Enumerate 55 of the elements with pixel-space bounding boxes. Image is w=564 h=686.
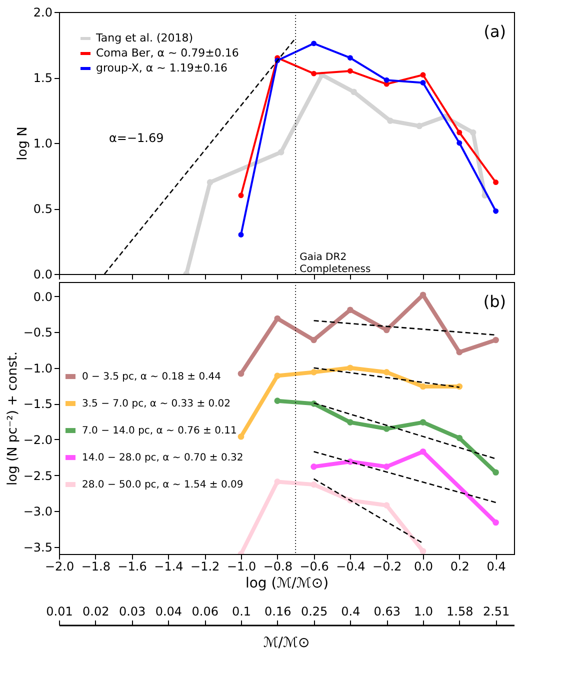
y-tick-label: −1.0 (23, 361, 52, 376)
x-tick-label: −1.2 (190, 560, 220, 574)
legend-label: 7.0 − 14.0 pc, α ~ 0.76 ± 0.11 (82, 426, 237, 437)
legend-label: Coma Ber, α ~ 0.79±0.16 (96, 46, 239, 60)
y-tick-label: 0.0 (33, 268, 52, 282)
x2-axis-title: ℳ/ℳ⊙ (263, 635, 310, 652)
y-tick-label: 2.0 (33, 6, 52, 20)
x2-tick-label: 0.03 (118, 604, 146, 618)
y-tick-label: −0.5 (23, 326, 52, 340)
legend-label: 28.0 − 50.0 pc, α ~ 1.54 ± 0.09 (82, 480, 244, 491)
x-tick-label: −1.8 (81, 560, 110, 574)
x-tick-label: −0.6 (300, 560, 329, 574)
x-tick-label: 0.4 (486, 560, 506, 574)
legend-label: 3.5 − 7.0 pc, α ~ 0.33 ± 0.02 (82, 398, 231, 410)
x2-tick-label: 0.63 (374, 604, 400, 618)
legend-label: 14.0 − 28.0 pc, α ~ 0.70 ± 0.32 (82, 452, 244, 464)
y-tick-label: −2.0 (23, 432, 52, 447)
x2-tick-label: 0.06 (192, 604, 218, 618)
x-tick-label: −1.4 (154, 560, 184, 574)
y-tick-label: 1.5 (33, 71, 52, 85)
annotation: α=−1.69 (108, 130, 164, 145)
y-axis-title: log N (15, 126, 30, 160)
x-tick-label: −0.4 (336, 560, 366, 574)
x-tick-label: −1.6 (118, 560, 147, 574)
x-tick-label: −0.8 (263, 560, 292, 574)
x-tick-label: 0.2 (450, 560, 470, 574)
x2-tick-label: 0.01 (46, 604, 73, 618)
x2-tick-label: 0.02 (82, 604, 110, 618)
y-axis-title: log (N pc⁻²) + const. (5, 352, 20, 486)
y-tick-label: 0.0 (33, 290, 52, 304)
ref-line-label: Gaia DR2 Completeness (300, 252, 371, 275)
x2-tick-label: 0.04 (155, 604, 182, 618)
x-axis-title: log (ℳ/ℳ⊙) (245, 576, 329, 592)
y-tick-label: 0.5 (33, 202, 52, 216)
y-tick-label: −1.5 (23, 397, 52, 412)
x2-tick-label: 0.25 (300, 604, 328, 618)
y-tick-label: −2.5 (23, 468, 52, 483)
y-tick-label: −3.0 (23, 504, 52, 519)
annotation: (a) (484, 22, 506, 41)
legend-label: group-X, α ~ 1.19±0.16 (96, 62, 228, 74)
x-tick-label: 0.0 (414, 560, 434, 574)
x-tick-label: −2.0 (44, 560, 74, 574)
y-tick-label: 1.0 (33, 136, 52, 150)
x2-tick-label: 1.0 (414, 604, 434, 618)
x2-tick-label: 2.51 (482, 604, 510, 618)
annotation: (b) (483, 292, 506, 311)
legend-label: Tang et al. (2018) (95, 32, 194, 44)
x2-tick-label: 1.58 (446, 604, 474, 618)
x-tick-label: −1.0 (226, 560, 256, 574)
y-tick-label: −3.5 (23, 540, 52, 554)
legend-label: 0 − 3.5 pc, α ~ 0.18 ± 0.44 (82, 372, 221, 383)
x-tick-label: −0.2 (372, 560, 402, 574)
x2-tick-label: 0.4 (341, 604, 360, 618)
x2-tick-label: 0.1 (232, 604, 252, 618)
x2-tick-label: 0.16 (264, 604, 292, 618)
